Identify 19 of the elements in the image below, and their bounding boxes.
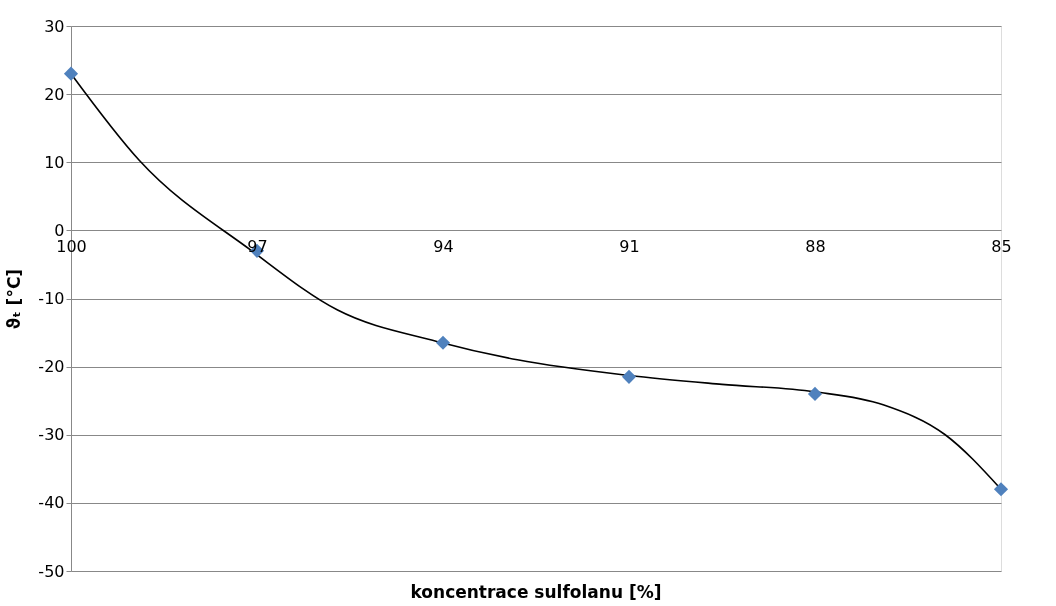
x-tick-label: 94	[433, 236, 454, 256]
point	[807, 386, 823, 401]
y-tick-label: -10	[38, 289, 65, 308]
point	[435, 335, 451, 350]
y-tick-label: -40	[38, 493, 65, 513]
x-tick-label: 88	[805, 236, 826, 256]
y-tick-label: -30	[38, 425, 65, 445]
x-tick-label: 85	[991, 236, 1012, 256]
y-tick-label: -20	[38, 357, 65, 377]
point	[993, 482, 1009, 497]
y-axis-title: ϑₜ [°C]	[4, 268, 25, 330]
y-tick-label: -50	[38, 561, 65, 581]
point	[63, 66, 79, 81]
y-tick-label: 10	[44, 152, 65, 172]
x-tick-label: 91	[619, 236, 640, 256]
y-tick-label: 30	[44, 16, 65, 36]
x-axis-title: koncentrace sulfolanu [%]	[410, 582, 662, 602]
y-tick-label: 20	[44, 84, 65, 104]
point	[621, 369, 637, 384]
